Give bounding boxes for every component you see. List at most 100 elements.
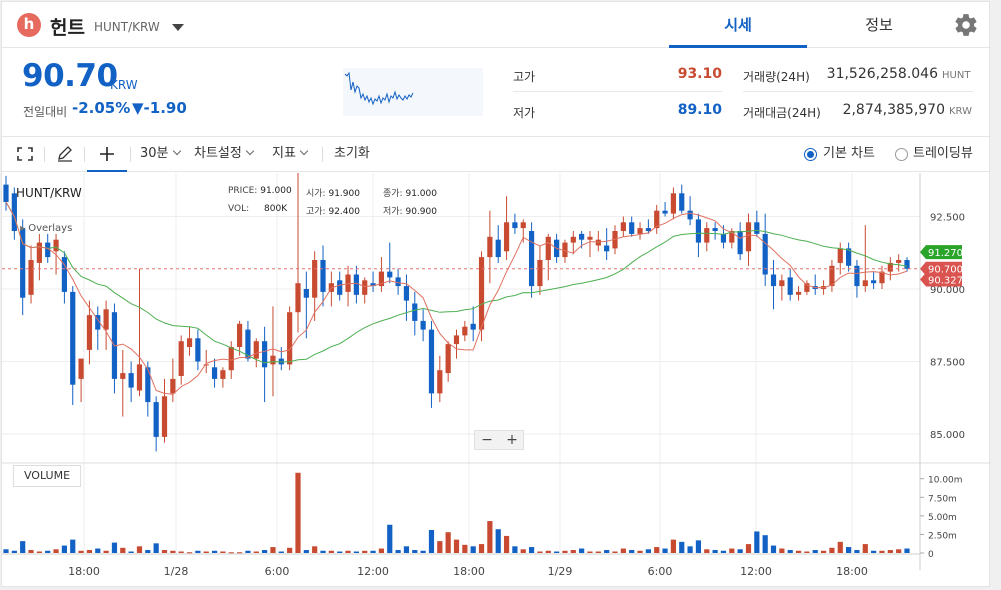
low-value: 89.10	[677, 102, 722, 118]
volume-bar	[403, 546, 410, 553]
toolbar-separator	[322, 147, 323, 162]
candle-body	[45, 242, 51, 258]
volume-bar	[36, 551, 42, 553]
volume-bar	[320, 550, 326, 553]
volume-bar	[295, 472, 301, 553]
candle-body	[28, 260, 34, 295]
candle-body	[470, 323, 476, 330]
volume-bar	[153, 543, 159, 553]
reset-button[interactable]: 초기화	[334, 146, 370, 161]
tab-market[interactable]: 시세	[669, 2, 807, 48]
volume-bar	[445, 532, 451, 553]
tradingview-radio[interactable]	[895, 148, 908, 161]
volume-bar	[78, 550, 84, 553]
volume-bar	[61, 545, 67, 553]
trade-amount-label: 거래대금(24H)	[743, 106, 821, 120]
volume-bar	[762, 535, 768, 553]
volume-bar	[120, 547, 126, 553]
volume-bar	[604, 550, 610, 553]
volume-bar	[303, 550, 309, 553]
current-price: 90.70	[22, 58, 118, 94]
volume-bar	[812, 550, 818, 553]
coin-select-caret-icon[interactable]	[172, 24, 184, 31]
candle-body	[604, 245, 610, 252]
coin-name: 헌트	[50, 17, 85, 39]
candle-body	[795, 291, 802, 295]
candle-body	[904, 260, 910, 269]
candle-body	[704, 228, 710, 243]
candle-body	[512, 222, 518, 229]
volume-bar	[128, 551, 134, 553]
zoom-in-button[interactable]: +	[506, 432, 518, 448]
candle-body	[829, 265, 835, 287]
candle-body	[312, 260, 318, 298]
candle-body	[620, 222, 626, 231]
volume-tick-label: 2.50m	[928, 531, 957, 541]
toolbar-separator	[44, 147, 45, 162]
fullscreen-icon[interactable]	[17, 147, 33, 161]
volume-bar	[887, 550, 893, 553]
ma-long-tag-bg	[920, 245, 962, 260]
crosshair-tool-button[interactable]	[87, 137, 127, 172]
basic-chart-radio[interactable]	[804, 148, 817, 161]
x-tick-label: 18:00	[68, 565, 100, 578]
basic-chart-label[interactable]: 기본 차트	[823, 146, 875, 161]
volume-bar	[645, 549, 651, 553]
chart-settings-dropdown[interactable]: 차트설정	[194, 137, 255, 171]
candle-body	[679, 193, 685, 211]
candle-body	[203, 364, 209, 366]
x-tick-label: 12:00	[357, 565, 389, 578]
candle-body	[120, 373, 126, 379]
candlestick-chart[interactable]: 92.500 90.000 87.500 85.000 10.00m 7.50m 5.00m…	[2, 173, 991, 588]
candle-body	[70, 291, 76, 385]
volume-bar	[612, 551, 618, 553]
interval-dropdown[interactable]: 30분	[140, 137, 181, 171]
candle-body	[837, 248, 843, 263]
candle-body	[186, 338, 193, 347]
volume-bar	[554, 551, 560, 553]
legend-high: 고가: 92.400	[306, 207, 360, 217]
current-price-tag: 90.700	[928, 265, 963, 276]
volume-bar	[387, 524, 393, 553]
volume-value: 31,526,258.046	[826, 66, 938, 82]
candle-body	[645, 228, 651, 231]
x-tick-label: 1/29	[548, 565, 573, 578]
tab-info[interactable]: 정보	[865, 16, 893, 34]
volume-bar	[879, 550, 885, 553]
x-tick-label: 18:00	[836, 565, 868, 578]
candle-body	[78, 358, 84, 379]
price-unit: KRW	[110, 78, 138, 92]
volume-bar	[487, 521, 493, 553]
gear-icon[interactable]	[953, 12, 979, 38]
volume-bar	[495, 529, 501, 553]
volume-bar	[679, 541, 685, 553]
volume-bar	[562, 550, 568, 553]
candle-body	[695, 219, 702, 243]
chart-pair-label: HUNT/KRW	[16, 186, 82, 200]
volume-bar	[228, 552, 234, 554]
volume-bar	[312, 546, 318, 553]
y-tick-label: 92.500	[930, 213, 965, 224]
volume-bar	[470, 546, 476, 553]
candle-body	[453, 335, 460, 345]
candle-body	[20, 228, 26, 298]
volume-bar	[729, 548, 735, 553]
tradingview-label[interactable]: 트레이딩뷰	[913, 146, 973, 161]
legend-open: 시가: 91.900	[306, 189, 360, 199]
volume-bar	[136, 546, 143, 553]
zoom-out-button[interactable]: −	[481, 432, 493, 448]
candle-body	[3, 184, 9, 202]
candle-body	[95, 315, 101, 330]
candle-body	[687, 210, 693, 220]
candle-body	[495, 239, 501, 258]
candle-body	[562, 242, 568, 258]
candle-body	[428, 329, 435, 394]
indicators-dropdown[interactable]: 지표	[272, 137, 309, 171]
volume-bar	[453, 539, 460, 553]
pencil-icon[interactable]	[56, 146, 74, 162]
y-tick-label: 87.500	[930, 358, 965, 369]
chevron-down-icon	[299, 146, 309, 156]
volume-bar	[103, 550, 109, 553]
overlays-toggle[interactable]: ▸ Overlays	[20, 223, 72, 234]
volume-bar	[195, 550, 201, 553]
